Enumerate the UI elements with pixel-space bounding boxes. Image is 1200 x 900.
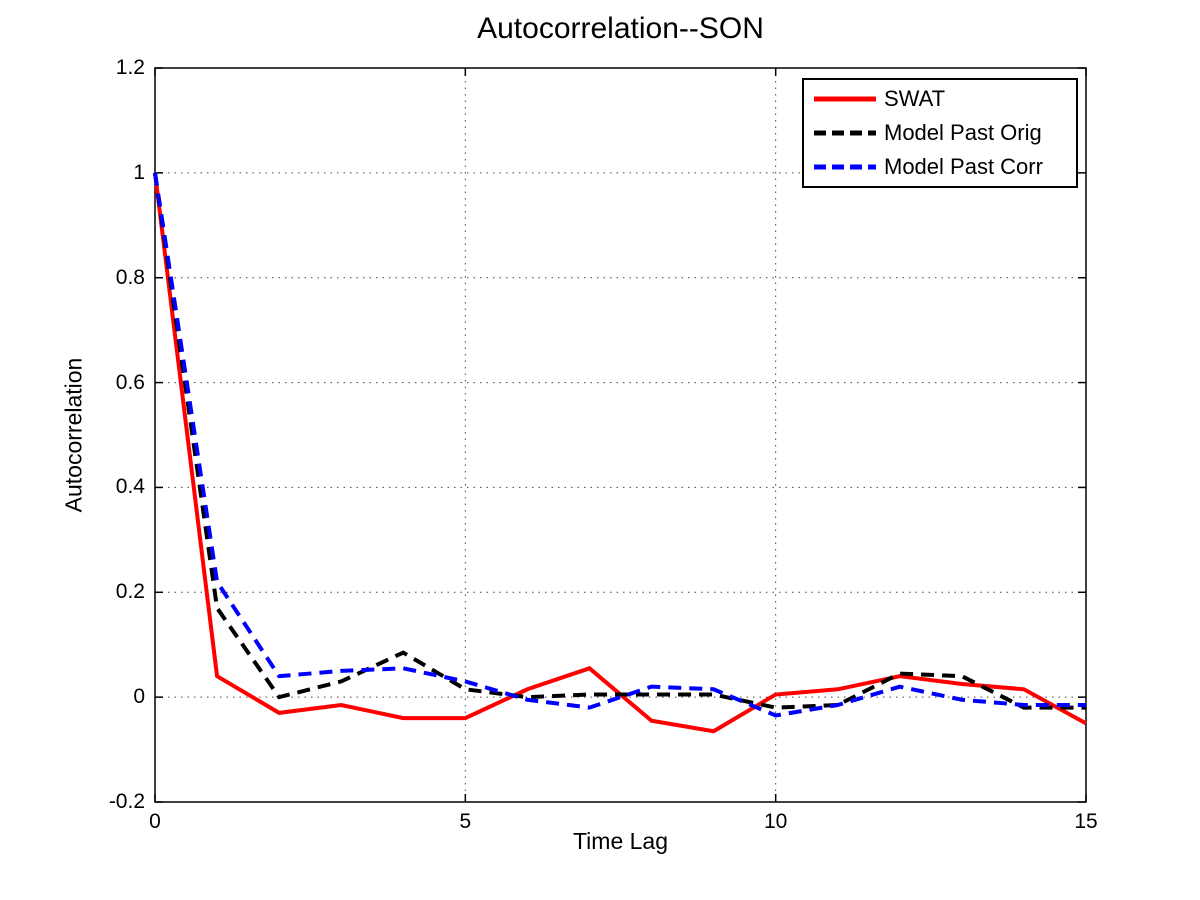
x-tick-label: 15 [1074, 810, 1098, 833]
legend-item-model-past-orig: Model Past Orig [814, 116, 1076, 150]
x-axis-label: Time Lag [572, 828, 669, 854]
x-tick-label: 10 [763, 810, 788, 833]
x-tick-label: 5 [459, 810, 472, 833]
legend-label: Model Past Orig [884, 120, 1042, 145]
legend-item-swat: SWAT [814, 82, 1076, 116]
y-tick-label: 1.2 [115, 56, 145, 79]
y-tick-label: 0.8 [115, 265, 145, 289]
y-tick-label: 0.2 [115, 580, 145, 604]
legend: SWAT Model Past Orig Model Past Corr [802, 78, 1078, 188]
legend-item-model-past-corr: Model Past Corr [814, 150, 1076, 184]
legend-label: Model Past Corr [884, 154, 1043, 179]
legend-line-sample [814, 164, 876, 170]
x-tick-label: 0 [149, 810, 161, 833]
legend-line-sample [814, 96, 876, 102]
series-line-swat [153, 172, 1087, 734]
legend-label: SWAT [884, 86, 946, 111]
axes-box [154, 67, 1087, 803]
y-tick-label: -0.2 [108, 790, 145, 813]
series-line-model-past-corr [153, 172, 1086, 718]
series-line-model-past-orig [153, 172, 1086, 710]
y-tick-label: 0.4 [115, 475, 145, 499]
legend-line-sample [814, 130, 876, 136]
y-tick-label: 0 [133, 685, 145, 709]
y-tick-label: 1 [133, 160, 145, 184]
chart-title: Autocorrelation--SON [477, 12, 764, 45]
y-tick-label: 0.6 [115, 370, 145, 394]
